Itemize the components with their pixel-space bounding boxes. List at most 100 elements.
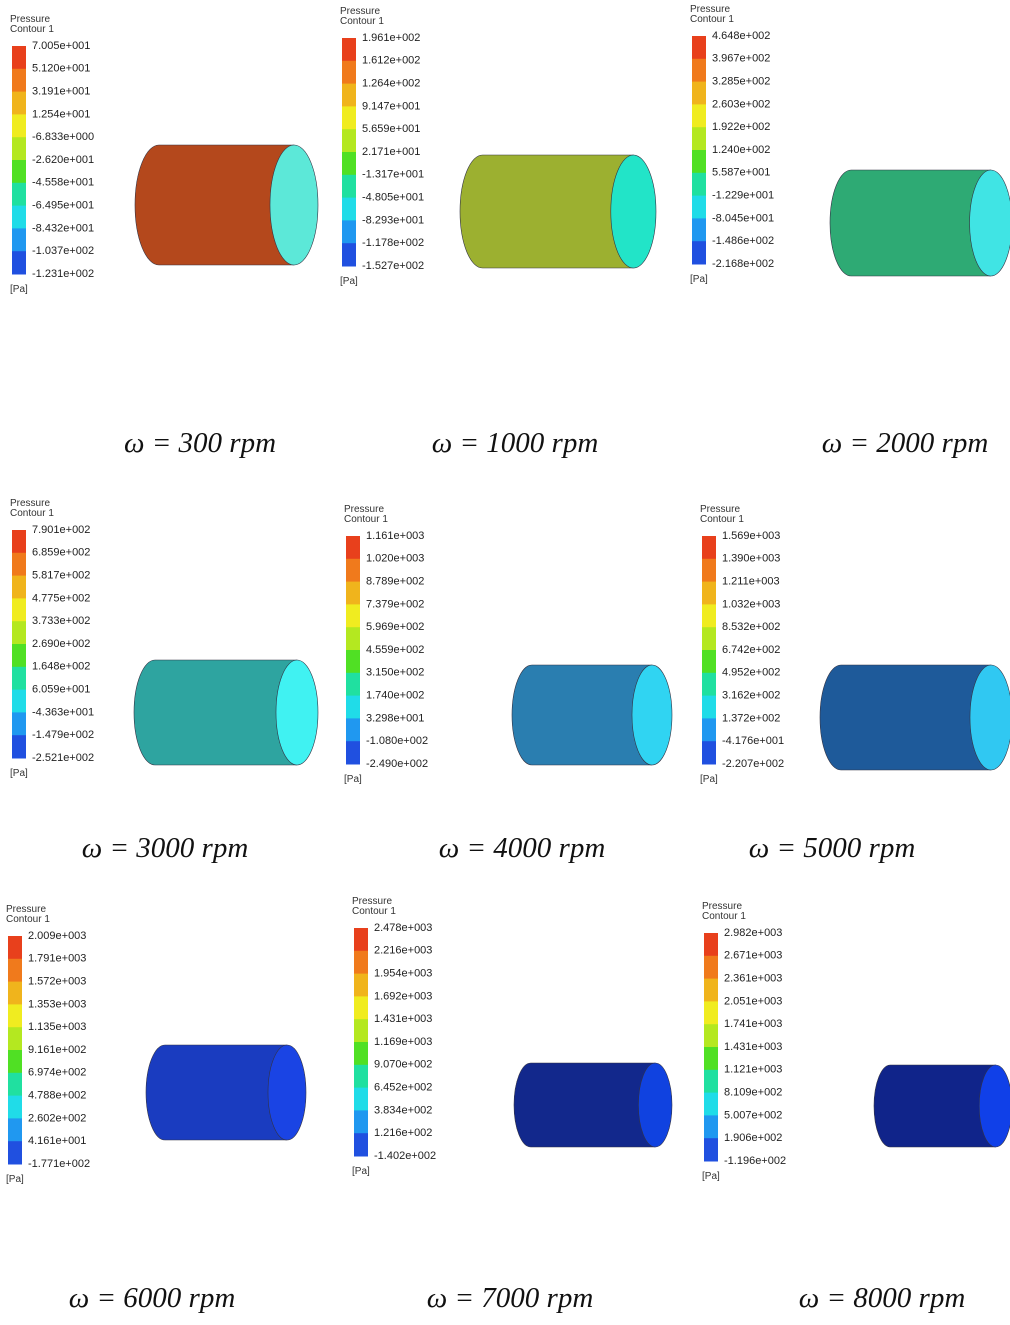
legend-band (8, 1073, 22, 1096)
caption: ω = 4000 rpm (439, 832, 606, 864)
legend-level: 1.161e+003 (366, 530, 424, 542)
legend-level: 6.742e+002 (722, 644, 780, 656)
legend-level: 3.191e+001 (32, 86, 90, 98)
legend-level: -4.558e+001 (32, 177, 94, 189)
legend-level: 2.051e+003 (724, 995, 782, 1007)
legend-level: -1.231e+002 (32, 268, 94, 280)
legend-band (12, 137, 26, 160)
figure: PressureContour 17.005e+0015.120e+0013.1… (0, 0, 1010, 1325)
legend-level: 8.532e+002 (722, 621, 780, 633)
legend-level: 3.967e+002 (712, 53, 770, 65)
legend-level: 1.906e+002 (724, 1132, 782, 1144)
legend-band (704, 1070, 718, 1093)
legend-band (12, 228, 26, 251)
panel: PressureContour 17.901e+0026.859e+0025.8… (10, 498, 318, 864)
legend-band (342, 175, 356, 198)
cylinder-end (611, 155, 656, 268)
cylinder-end (979, 1065, 1010, 1147)
legend-level: 1.741e+003 (724, 1018, 782, 1030)
cylinder-end (270, 145, 318, 265)
legend-band (704, 1001, 718, 1024)
legend-band (8, 1118, 22, 1141)
legend-band (8, 1096, 22, 1119)
legend-band (342, 61, 356, 84)
legend-level: 1.240e+002 (712, 144, 770, 156)
legend-level: 1.020e+003 (366, 553, 424, 565)
legend-band (12, 621, 26, 644)
legend-level: 4.788e+002 (28, 1090, 86, 1102)
legend-band (12, 251, 26, 274)
legend-band (346, 582, 360, 605)
legend-band (354, 1110, 368, 1133)
legend-level: -6.495e+001 (32, 200, 94, 212)
legend-level: -1.479e+002 (32, 729, 94, 741)
legend-level: 2.690e+002 (32, 638, 90, 650)
legend-band (12, 530, 26, 553)
legend-level: 1.121e+003 (724, 1064, 782, 1076)
legend-band (8, 982, 22, 1005)
cylinder-end (638, 1063, 672, 1147)
legend-band (702, 650, 716, 673)
legend-band (346, 650, 360, 673)
legend-level: 8.109e+002 (724, 1087, 782, 1099)
legend-band (704, 979, 718, 1002)
legend-level: 1.169e+003 (374, 1036, 432, 1048)
legend-band (354, 951, 368, 974)
legend-level: 4.559e+002 (366, 644, 424, 656)
legend-level: 3.733e+002 (32, 615, 90, 627)
legend-subtitle: Contour 1 (690, 14, 734, 25)
legend-level: -8.045e+001 (712, 212, 774, 224)
legend-level: -2.207e+002 (722, 758, 784, 770)
caption: ω = 5000 rpm (749, 832, 916, 864)
legend-level: 1.390e+003 (722, 553, 780, 565)
cylinder-end (268, 1045, 306, 1140)
legend-band (354, 1088, 368, 1111)
legend-band (12, 690, 26, 713)
caption: ω = 3000 rpm (82, 832, 249, 864)
legend-band (704, 1138, 718, 1161)
legend-band (12, 160, 26, 183)
legend-subtitle: Contour 1 (352, 906, 396, 917)
legend-band (12, 667, 26, 690)
legend-level: 7.379e+002 (366, 598, 424, 610)
legend-band (12, 553, 26, 576)
legend-band (354, 1065, 368, 1088)
panel: PressureContour 12.982e+0032.671e+0032.3… (702, 901, 1010, 1314)
legend-level: 5.969e+002 (366, 621, 424, 633)
legend-level: 1.648e+002 (32, 661, 90, 673)
legend-band (12, 92, 26, 115)
legend-unit: [Pa] (344, 774, 362, 785)
legend-level: 1.254e+001 (32, 108, 90, 120)
legend-subtitle: Contour 1 (344, 514, 388, 525)
legend-band (704, 1093, 718, 1116)
legend-level: 1.431e+003 (374, 1013, 432, 1025)
legend-band (12, 114, 26, 137)
legend-level: 1.216e+002 (374, 1127, 432, 1139)
legend-level: -1.317e+001 (362, 169, 424, 181)
legend-level: 1.954e+003 (374, 968, 432, 980)
cylinder-body (134, 660, 297, 765)
legend-unit: [Pa] (10, 768, 28, 779)
legend-level: 5.659e+001 (362, 123, 420, 135)
legend-band (692, 104, 706, 127)
legend-level: 1.431e+003 (724, 1041, 782, 1053)
legend-band (8, 1050, 22, 1073)
legend-band (692, 218, 706, 241)
legend-level: 1.032e+003 (722, 598, 780, 610)
legend-band (12, 712, 26, 735)
legend-level: 4.952e+002 (722, 667, 780, 679)
legend-band (702, 673, 716, 696)
legend-level: 2.171e+001 (362, 146, 420, 158)
legend-band (354, 928, 368, 951)
legend-level: 5.120e+001 (32, 63, 90, 75)
legend-band (342, 129, 356, 152)
legend-level: 7.901e+002 (32, 524, 90, 536)
cylinder-body (874, 1065, 996, 1147)
legend-level: -1.771e+002 (28, 1158, 90, 1170)
legend-level: -2.490e+002 (366, 758, 428, 770)
legend-band (692, 59, 706, 82)
legend-level: -1.486e+002 (712, 235, 774, 247)
